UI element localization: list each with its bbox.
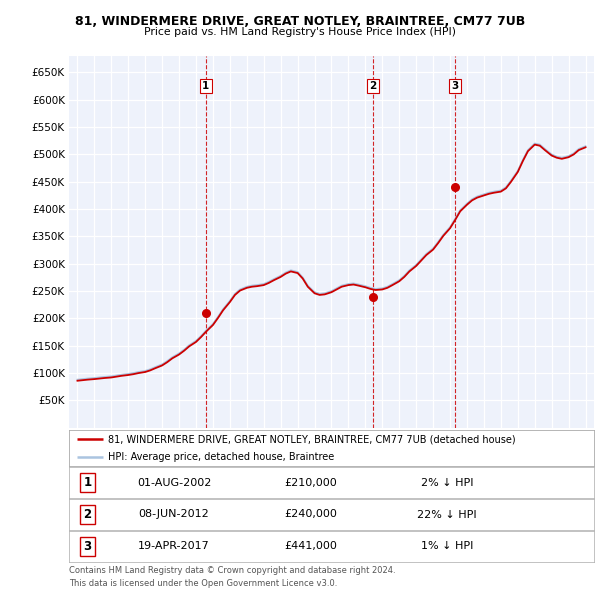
Text: 3: 3 (451, 81, 458, 91)
Text: 81, WINDERMERE DRIVE, GREAT NOTLEY, BRAINTREE, CM77 7UB (detached house): 81, WINDERMERE DRIVE, GREAT NOTLEY, BRAI… (109, 434, 516, 444)
Text: 2: 2 (369, 81, 376, 91)
Text: Price paid vs. HM Land Registry's House Price Index (HPI): Price paid vs. HM Land Registry's House … (144, 27, 456, 37)
Text: 2% ↓ HPI: 2% ↓ HPI (421, 478, 473, 487)
Text: 1% ↓ HPI: 1% ↓ HPI (421, 542, 473, 551)
Text: 2: 2 (83, 508, 91, 521)
Text: Contains HM Land Registry data © Crown copyright and database right 2024.: Contains HM Land Registry data © Crown c… (69, 566, 395, 575)
Text: This data is licensed under the Open Government Licence v3.0.: This data is licensed under the Open Gov… (69, 579, 337, 588)
Text: £240,000: £240,000 (284, 510, 337, 519)
Text: 08-JUN-2012: 08-JUN-2012 (139, 510, 209, 519)
Text: £210,000: £210,000 (284, 478, 337, 487)
Text: £441,000: £441,000 (284, 542, 337, 551)
Text: 1: 1 (83, 476, 91, 489)
Text: 3: 3 (83, 540, 91, 553)
Text: 1: 1 (202, 81, 209, 91)
Text: HPI: Average price, detached house, Braintree: HPI: Average price, detached house, Brai… (109, 451, 335, 461)
Text: 01-AUG-2002: 01-AUG-2002 (137, 478, 211, 487)
Text: 22% ↓ HPI: 22% ↓ HPI (417, 510, 477, 519)
Text: 19-APR-2017: 19-APR-2017 (138, 542, 210, 551)
Text: 81, WINDERMERE DRIVE, GREAT NOTLEY, BRAINTREE, CM77 7UB: 81, WINDERMERE DRIVE, GREAT NOTLEY, BRAI… (75, 15, 525, 28)
